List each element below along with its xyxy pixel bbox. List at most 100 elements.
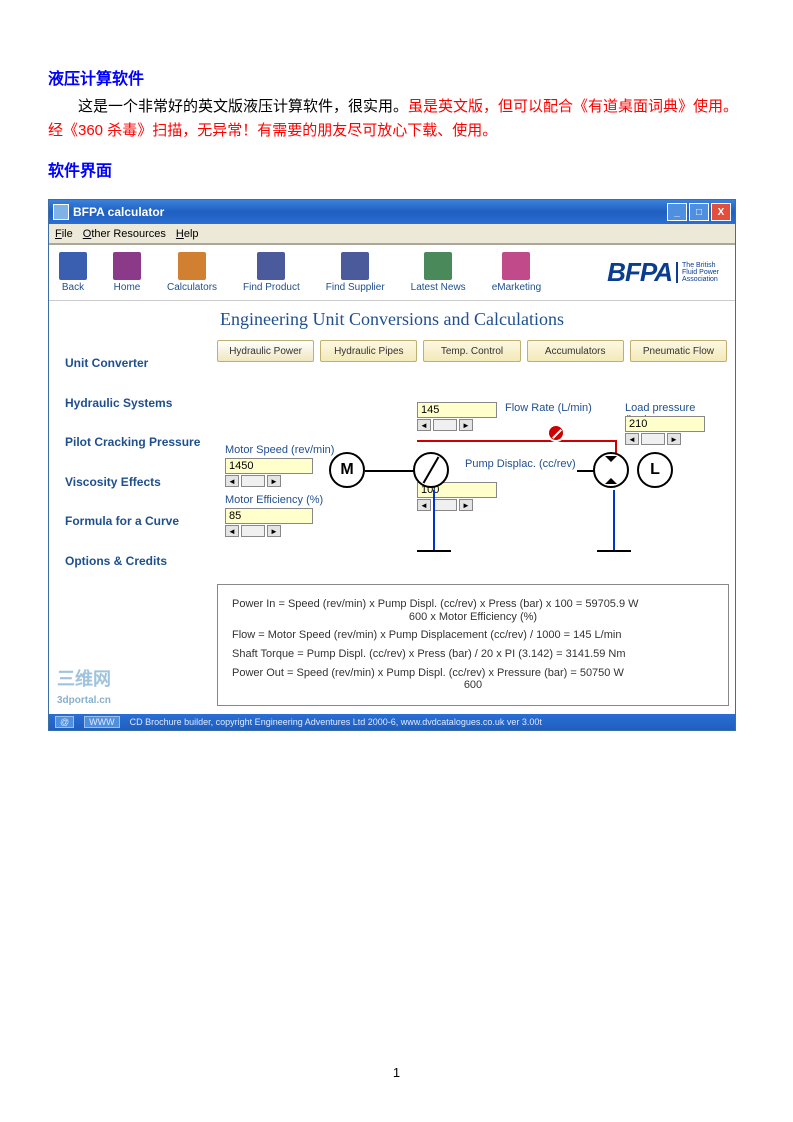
logo-sub1: The British <box>682 262 719 269</box>
toolbar-calculators[interactable]: Calculators <box>167 252 217 293</box>
footer-text: CD Brochure builder, copyright Engineeri… <box>130 717 542 727</box>
tab-hydraulic-power[interactable]: Hydraulic Power <box>217 340 314 362</box>
footer-at-button[interactable]: @ <box>55 716 74 728</box>
watermark: 三维网 3dportal.cn <box>57 670 111 706</box>
maximize-button[interactable]: □ <box>689 203 709 221</box>
tab-accumulators[interactable]: Accumulators <box>527 340 624 362</box>
motor-eff-label: Motor Efficiency (%) <box>225 494 323 506</box>
titlebar: BFPA calculator _ □ X <box>49 200 735 224</box>
logo-text: BFPA <box>607 257 672 288</box>
toolbar-emarketing-label: eMarketing <box>492 282 541 293</box>
results-box: Power In = Speed (rev/min) x Pump Displ.… <box>217 584 729 706</box>
watermark-sub: 3dportal.cn <box>57 695 111 706</box>
menu-file[interactable]: File <box>55 228 73 240</box>
field-motor-speed: ◄ ► <box>225 458 313 487</box>
home-icon <box>113 252 141 280</box>
doc-title: 液压计算软件 <box>48 65 745 89</box>
logo-subtitle: The British Fluid Power Association <box>676 262 719 283</box>
back-icon <box>59 252 87 280</box>
field-motor-eff: ◄ ► <box>225 508 313 537</box>
toolbar-find-supplier[interactable]: Find Supplier <box>326 252 385 293</box>
toolbar: Back Home Calculators Find Product Find … <box>49 245 735 301</box>
toolbar-back[interactable]: Back <box>59 252 87 293</box>
sidebar: Unit Converter Hydraulic Systems Pilot C… <box>49 340 217 700</box>
toolbar-calculators-label: Calculators <box>167 282 217 293</box>
sidebar-item-hydraulic-systems[interactable]: Hydraulic Systems <box>65 396 217 412</box>
motor-speed-dec[interactable]: ◄ <box>225 475 239 487</box>
line-motor-pump <box>365 470 415 472</box>
tab-hydraulic-pipes[interactable]: Hydraulic Pipes <box>320 340 417 362</box>
tabs: Hydraulic Power Hydraulic Pipes Temp. Co… <box>217 340 735 362</box>
flow-rate-inc[interactable]: ► <box>459 419 473 431</box>
motor-eff-input[interactable] <box>225 508 313 524</box>
pump-displac-slider[interactable] <box>433 499 457 511</box>
sidebar-item-viscosity[interactable]: Viscosity Effects <box>65 475 217 491</box>
page-heading: Engineering Unit Conversions and Calcula… <box>49 301 735 340</box>
watermark-main: 三维网 <box>57 669 111 689</box>
load-pressure-slider[interactable] <box>641 433 665 445</box>
window-title: BFPA calculator <box>73 205 665 219</box>
sidebar-item-unit-converter[interactable]: Unit Converter <box>65 356 217 372</box>
close-button[interactable]: X <box>711 203 731 221</box>
content-frame: Back Home Calculators Find Product Find … <box>49 244 735 714</box>
field-flow-rate: ◄ ► <box>417 402 497 431</box>
motor-speed-slider[interactable] <box>241 475 265 487</box>
flow-rate-slider[interactable] <box>433 419 457 431</box>
result-line-3: Shaft Torque = Pump Displ. (cc/rev) x Pr… <box>232 645 714 664</box>
pump-displac-dec[interactable]: ◄ <box>417 499 431 511</box>
load-pressure-dec[interactable]: ◄ <box>625 433 639 445</box>
emarketing-icon <box>502 252 530 280</box>
logo-sub3: Association <box>682 276 719 283</box>
logo-area: BFPA The British Fluid Power Association <box>607 257 719 288</box>
latest-news-icon <box>424 252 452 280</box>
motor-eff-inc[interactable]: ► <box>267 525 281 537</box>
page-number: 1 <box>0 1065 793 1080</box>
doc-section-heading: 软件界面 <box>48 157 745 181</box>
menu-other-resources[interactable]: Other Resources <box>83 228 166 240</box>
footer-bar: @ WWW CD Brochure builder, copyright Eng… <box>49 714 735 730</box>
motor-speed-inc[interactable]: ► <box>267 475 281 487</box>
workarea: Hydraulic Power Hydraulic Pipes Temp. Co… <box>217 340 735 700</box>
pump-displac-label: Pump Displac. (cc/rev) <box>465 458 576 470</box>
toolbar-home[interactable]: Home <box>113 252 141 293</box>
motor-speed-label: Motor Speed (rev/min) <box>225 444 334 456</box>
motor-eff-slider[interactable] <box>241 525 265 537</box>
motor-symbol: M <box>329 452 365 488</box>
menu-help[interactable]: Help <box>176 228 199 240</box>
line-blue-pump-down <box>433 490 435 550</box>
load-pressure-inc[interactable]: ► <box>667 433 681 445</box>
sidebar-item-formula[interactable]: Formula for a Curve <box>65 514 217 530</box>
footer-www-button[interactable]: WWW <box>84 716 119 728</box>
load-symbol: L <box>637 452 673 488</box>
valve-icon <box>547 424 565 442</box>
toolbar-home-label: Home <box>114 282 141 293</box>
actuator-symbol <box>593 452 629 488</box>
menubar: File Other Resources Help <box>49 224 735 244</box>
motor-speed-input[interactable] <box>225 458 313 474</box>
doc-para-black: 这是一个非常好的英文版液压计算软件，很实用。 <box>78 98 408 115</box>
motor-eff-dec[interactable]: ◄ <box>225 525 239 537</box>
toolbar-emarketing[interactable]: eMarketing <box>492 252 541 293</box>
field-load-pressure: ◄ ► <box>625 416 705 445</box>
logo-sub2: Fluid Power <box>682 269 719 276</box>
toolbar-find-product[interactable]: Find Product <box>243 252 300 293</box>
pump-displac-inc[interactable]: ► <box>459 499 473 511</box>
line-red-top <box>417 440 617 442</box>
sidebar-item-pilot-cracking[interactable]: Pilot Cracking Pressure <box>65 435 217 451</box>
line-tank2 <box>597 550 631 552</box>
minimize-button[interactable]: _ <box>667 203 687 221</box>
find-product-icon <box>257 252 285 280</box>
toolbar-latest-news[interactable]: Latest News <box>411 252 466 293</box>
result-line-2: Flow = Motor Speed (rev/min) x Pump Disp… <box>232 626 714 645</box>
pump-symbol <box>413 452 449 488</box>
flow-rate-input[interactable] <box>417 402 497 418</box>
sidebar-item-options[interactable]: Options & Credits <box>65 554 217 570</box>
find-supplier-icon <box>341 252 369 280</box>
load-pressure-input[interactable] <box>625 416 705 432</box>
flow-rate-dec[interactable]: ◄ <box>417 419 431 431</box>
app-icon <box>53 204 69 220</box>
calculators-icon <box>178 252 206 280</box>
tab-pneumatic-flow[interactable]: Pneumatic Flow <box>630 340 727 362</box>
tab-temp-control[interactable]: Temp. Control <box>423 340 520 362</box>
doc-intro-paragraph: 这是一个非常好的英文版液压计算软件，很实用。虽是英文版，但可以配合《有道桌面词典… <box>48 95 745 143</box>
